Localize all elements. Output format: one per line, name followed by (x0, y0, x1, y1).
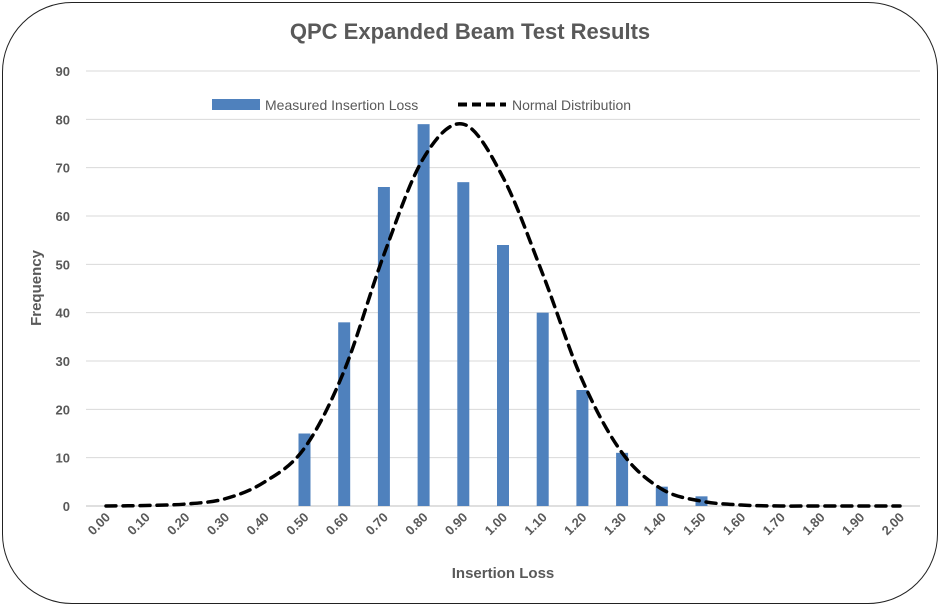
legend-label-measured: Measured Insertion Loss (265, 97, 418, 113)
legend-label-normal: Normal Distribution (512, 97, 631, 113)
y-tick-label: 80 (56, 112, 70, 127)
x-tick-label: 1.50 (680, 510, 709, 539)
x-tick-label: 0.10 (124, 510, 153, 539)
x-tick-label: 1.80 (799, 510, 828, 539)
bar (338, 322, 351, 506)
bar (377, 187, 390, 506)
bars (298, 124, 708, 507)
x-tick-label: 1.60 (720, 510, 749, 539)
bar (536, 312, 549, 506)
x-tick-label: 1.70 (760, 510, 789, 539)
x-tick-label: 0.70 (363, 510, 392, 539)
x-tick-label: 1.00 (482, 510, 511, 539)
bar (616, 452, 629, 506)
legend: Measured Insertion Loss Normal Distribut… (212, 97, 631, 113)
x-tick-label: 2.00 (879, 510, 908, 539)
y-tick-labels: 0 10 20 30 40 50 60 70 80 90 (56, 64, 70, 514)
x-tick-label: 1.20 (561, 510, 590, 539)
x-tick-label: 1.30 (601, 510, 630, 539)
x-tick-label: 0.20 (164, 510, 193, 539)
y-tick-label: 0 (63, 499, 70, 514)
bar (576, 390, 589, 506)
x-tick-label: 1.10 (521, 510, 550, 539)
x-tick-label: 0.50 (283, 510, 312, 539)
y-tick-label: 90 (56, 64, 70, 79)
x-tick-label: 0.60 (323, 510, 352, 539)
bar (417, 124, 430, 507)
x-tick-labels: 0.00 0.10 0.20 0.30 0.40 0.50 0.60 0.70 0.80 0.90… (85, 510, 908, 539)
y-tick-label: 40 (56, 306, 70, 321)
y-axis-label: Frequency (28, 249, 45, 326)
legend-swatch-measured (212, 99, 260, 110)
x-tick-label: 0.40 (243, 510, 272, 539)
chart-title: QPC Expanded Beam Test Results (290, 19, 650, 44)
x-tick-label: 0.90 (442, 510, 471, 539)
x-tick-label: 1.40 (640, 510, 669, 539)
y-tick-label: 70 (56, 161, 70, 176)
bar (695, 496, 708, 506)
x-tick-label: 0.00 (85, 510, 114, 539)
x-tick-label: 0.80 (402, 510, 431, 539)
y-tick-label: 30 (56, 354, 70, 369)
bar (457, 182, 470, 506)
bar (497, 245, 509, 506)
normal-distribution-line (104, 122, 902, 508)
y-tick-label: 20 (56, 402, 70, 417)
y-tick-label: 10 (56, 451, 70, 466)
y-tick-label: 50 (56, 257, 70, 272)
x-tick-label: 1.90 (839, 510, 868, 539)
normal-curve (104, 122, 902, 508)
y-tick-label: 60 (56, 209, 70, 224)
x-tick-label: 0.30 (204, 510, 233, 539)
x-axis-label: Insertion Loss (452, 565, 555, 582)
